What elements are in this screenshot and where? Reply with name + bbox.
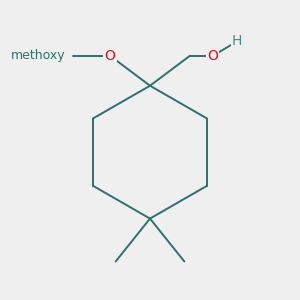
Text: O: O xyxy=(207,49,218,63)
Text: O: O xyxy=(105,49,116,63)
Text: methoxy: methoxy xyxy=(11,49,66,62)
Text: H: H xyxy=(232,34,242,48)
